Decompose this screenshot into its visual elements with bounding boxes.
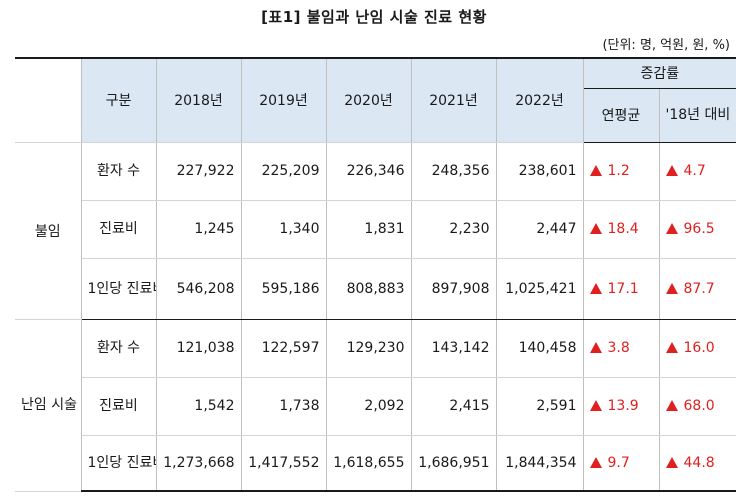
triangle-up-icon [589, 342, 602, 353]
header-year: 2018년 [155, 57, 242, 143]
table-row: 불임 환자 수 227,922 225,209 226,346 248,356 … [15, 141, 737, 320]
cell-change-avg: 13.9 [582, 376, 660, 436]
change-value: 68.0 [683, 398, 715, 414]
triangle-up-icon [589, 223, 602, 234]
triangle-up-icon [665, 282, 678, 294]
triangle-up-icon [665, 165, 678, 176]
header-year: 2019년 [240, 57, 327, 143]
row-item: 환자 수 [80, 141, 157, 201]
cell-change-vs18: 87.7 [658, 257, 737, 320]
data-table: 구분 2018년 2019년 2020년 2021년 2022년 증감률 연평균… [15, 57, 737, 492]
row-item: 환자 수 [80, 318, 157, 378]
table-row: 진료비 1,245 1,340 1,831 2,230 2,447 18.4 9… [15, 199, 737, 259]
change-value: 4.7 [683, 163, 706, 179]
group-label: 불임 [15, 141, 82, 320]
header-corner [15, 57, 82, 143]
triangle-up-icon [665, 400, 678, 411]
cell-value: 1,844,354 [495, 434, 584, 492]
cell-change-avg: 17.1 [582, 257, 660, 320]
cell-change-avg: 3.8 [582, 318, 660, 378]
cell-value: 1,340 [240, 199, 327, 259]
cell-value: 248,356 [410, 141, 497, 201]
cell-change-avg: 9.7 [582, 434, 660, 492]
change-value: 96.5 [683, 221, 715, 237]
group-label: 난임 시술 [15, 318, 82, 492]
cell-value: 1,686,951 [410, 434, 497, 492]
change-value: 1.2 [607, 163, 630, 179]
row-item: 1인당 진료비 [81, 434, 157, 492]
cell-value: 2,447 [495, 199, 584, 259]
table-row: 1인당 진료비 1,273,668 1,417,552 1,618,655 1,… [15, 434, 737, 492]
cell-change-avg: 18.4 [582, 199, 660, 259]
header-change-avg: 연평균 [583, 87, 660, 143]
change-value: 16.0 [683, 340, 715, 356]
change-value: 9.7 [607, 454, 630, 471]
cell-value: 1,025,421 [495, 257, 584, 320]
cell-value: 1,273,668 [155, 434, 242, 492]
cell-change-vs18: 68.0 [658, 376, 737, 436]
table-title: [표1] 불임과 난임 시술 진료 현황 [261, 8, 487, 26]
change-value: 44.8 [683, 454, 715, 471]
cell-value: 1,738 [240, 376, 327, 436]
change-value: 17.1 [607, 280, 639, 297]
cell-value: 129,230 [325, 318, 412, 378]
cell-value: 1,417,552 [240, 434, 327, 492]
cell-value: 2,092 [325, 376, 412, 436]
cell-change-vs18: 96.5 [658, 199, 737, 259]
triangle-up-icon [589, 400, 602, 411]
cell-value: 226,346 [325, 141, 412, 201]
cell-value: 1,542 [155, 376, 242, 436]
table-row: 진료비 1,542 1,738 2,092 2,415 2,591 13.9 6… [15, 376, 737, 436]
triangle-up-icon [665, 223, 678, 234]
header-change-vs18: '18년 대비 '22년 [658, 87, 737, 143]
change-value: 18.4 [607, 221, 639, 237]
triangle-up-icon [665, 456, 678, 468]
cell-value: 143,142 [410, 318, 497, 378]
cell-value: 546,208 [155, 257, 242, 320]
cell-value: 2,591 [495, 376, 584, 436]
cell-value: 140,458 [495, 318, 584, 378]
cell-value: 808,883 [325, 257, 412, 320]
triangle-up-icon [589, 282, 602, 294]
change-value: 13.9 [607, 398, 639, 414]
triangle-up-icon [589, 456, 602, 468]
row-item: 진료비 [81, 199, 157, 259]
cell-value: 2,415 [410, 376, 497, 436]
cell-value: 1,618,655 [325, 434, 412, 492]
change-value: 87.7 [683, 280, 715, 297]
cell-change-vs18: 4.7 [658, 141, 737, 201]
cell-value: 897,908 [410, 257, 497, 320]
cell-value: 595,186 [240, 257, 327, 320]
cell-change-vs18: 44.8 [658, 434, 737, 492]
cell-value: 122,597 [240, 318, 327, 378]
table-row: 1인당 진료비 546,208 595,186 808,883 897,908 … [15, 257, 737, 320]
cell-value: 2,230 [410, 199, 497, 259]
row-item: 1인당 진료비 [81, 257, 157, 320]
triangle-up-icon [589, 165, 602, 176]
header-year: 2020년 [325, 57, 412, 143]
header-year: 2022년 [495, 57, 584, 143]
cell-value: 121,038 [155, 318, 242, 378]
cell-value: 225,209 [240, 141, 327, 201]
cell-change-avg: 1.2 [582, 141, 660, 201]
cell-value: 1,831 [325, 199, 412, 259]
table-row: 난임 시술 환자 수 121,038 122,597 129,230 143,1… [15, 318, 737, 492]
cell-value: 1,245 [155, 199, 242, 259]
triangle-up-icon [665, 342, 678, 353]
cell-value: 238,601 [495, 141, 584, 201]
header-year: 2021년 [410, 57, 497, 143]
header-change: 증감률 [582, 57, 737, 89]
unit-note: (단위: 명, 억원, 원, %) [602, 38, 730, 53]
change-value: 3.8 [607, 340, 630, 356]
header-category: 구분 [80, 57, 157, 143]
cell-value: 227,922 [155, 141, 242, 201]
cell-change-vs18: 16.0 [658, 318, 737, 378]
row-item: 진료비 [81, 376, 157, 436]
